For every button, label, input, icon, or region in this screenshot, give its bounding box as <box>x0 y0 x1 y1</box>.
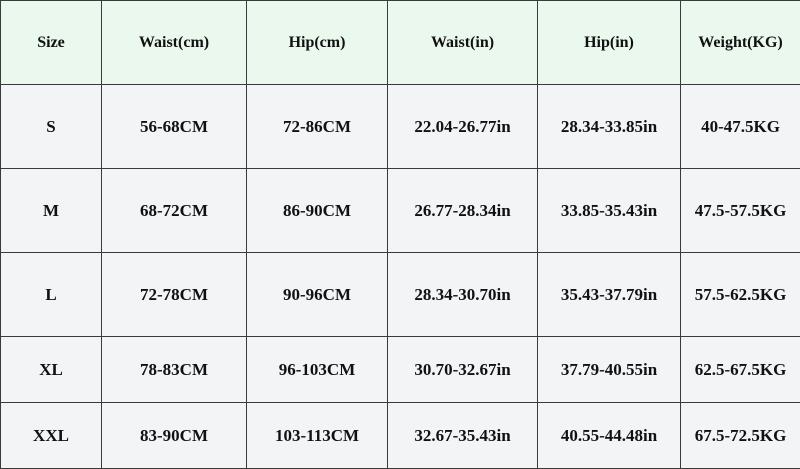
column-header: Waist(in) <box>388 1 538 85</box>
table-cell: S <box>1 85 102 169</box>
table-cell: 103-113CM <box>247 403 388 469</box>
table-cell: 83-90CM <box>102 403 247 469</box>
table-cell: 90-96CM <box>247 253 388 337</box>
column-header: Size <box>1 1 102 85</box>
table-cell: 86-90CM <box>247 169 388 253</box>
table-cell: 40-47.5KG <box>681 85 800 169</box>
table-cell: 33.85-35.43in <box>538 169 681 253</box>
column-header: Hip(cm) <box>247 1 388 85</box>
table-cell: 68-72CM <box>102 169 247 253</box>
table-cell: 26.77-28.34in <box>388 169 538 253</box>
table-cell: 72-86CM <box>247 85 388 169</box>
table-cell: 40.55-44.48in <box>538 403 681 469</box>
table-cell: 28.34-33.85in <box>538 85 681 169</box>
table-cell: 57.5-62.5KG <box>681 253 800 337</box>
table-cell: XL <box>1 337 102 403</box>
table-cell: 62.5-67.5KG <box>681 337 800 403</box>
table-cell: XXL <box>1 403 102 469</box>
table-cell: 56-68CM <box>102 85 247 169</box>
column-header: Weight(KG) <box>681 1 800 85</box>
table-cell: 22.04-26.77in <box>388 85 538 169</box>
table-cell: L <box>1 253 102 337</box>
table-cell: 30.70-32.67in <box>388 337 538 403</box>
table-cell: 32.67-35.43in <box>388 403 538 469</box>
table-cell: 37.79-40.55in <box>538 337 681 403</box>
table-cell: 96-103CM <box>247 337 388 403</box>
table-cell: M <box>1 169 102 253</box>
table-cell: 78-83CM <box>102 337 247 403</box>
table-cell: 35.43-37.79in <box>538 253 681 337</box>
table-cell: 67.5-72.5KG <box>681 403 800 469</box>
column-header: Hip(in) <box>538 1 681 85</box>
table-cell: 47.5-57.5KG <box>681 169 800 253</box>
table-cell: 28.34-30.70in <box>388 253 538 337</box>
table-cell: 72-78CM <box>102 253 247 337</box>
column-header: Waist(cm) <box>102 1 247 85</box>
